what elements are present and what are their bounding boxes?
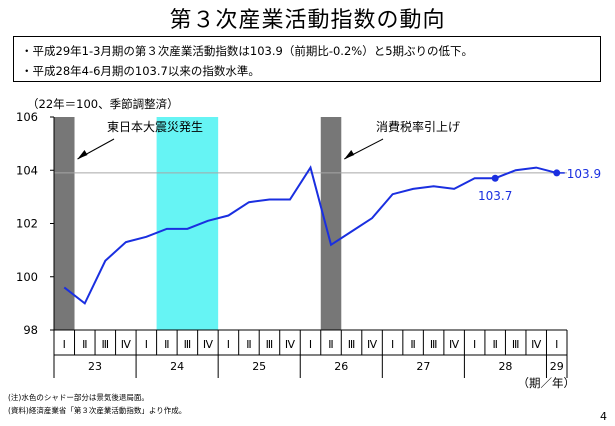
quarter-label: Ⅲ [430,338,438,351]
quarter-label: Ⅱ [328,338,333,351]
quarter-label: Ⅲ [512,338,520,351]
y-tick-label: 98 [23,323,38,337]
quarter-label: Ⅰ [473,338,476,351]
grey-shade [320,117,342,330]
y-tick-label: 106 [16,110,38,124]
page-title: 第３次産業活動指数の動向 [169,8,446,33]
quarter-label: Ⅳ [367,338,378,351]
annotation-label: 消費税率引上げ [376,119,460,134]
y-tick-label: 100 [16,270,38,284]
quarter-label: Ⅱ [82,338,87,351]
quarter-label: Ⅰ [309,338,312,351]
quarter-label: Ⅰ [63,338,66,351]
summary-box: ・平成29年1-3月期の第３次産業活動指数は103.9（前期比-0.2%）と5期… [13,36,601,82]
quarter-label: Ⅰ [391,338,394,351]
year-label: 23 [88,360,102,373]
quarter-label: Ⅰ [227,338,230,351]
annotation-arrowhead [77,150,88,159]
quarter-label: Ⅳ [121,338,132,351]
page-number: 4 [600,410,607,423]
axis-unit-label: （期／年） [518,376,576,390]
data-label: 103.9 [567,167,601,181]
quarter-label: Ⅱ [492,338,497,351]
footnote: (注)水色のシャドー部分は景気後退局面。 [8,393,149,402]
year-label: 25 [252,360,266,373]
year-label: 29 [550,360,564,373]
quarter-label: Ⅱ [410,338,415,351]
year-label: 24 [170,360,184,373]
quarter-label: Ⅰ [555,338,558,351]
series-line [63,165,557,305]
quarter-label: Ⅱ [164,338,169,351]
quarter-label: Ⅲ [348,338,356,351]
quarter-label: Ⅳ [285,338,296,351]
quarter-label: Ⅳ [203,338,214,351]
annotation-arrowhead [344,150,355,159]
quarter-label: Ⅳ [449,338,460,351]
cyan-shade [156,117,219,330]
year-label: 28 [498,360,512,373]
data-label: 103.7 [478,189,512,203]
unit-note: （22年＝100、季節調整済） [27,97,179,111]
y-tick-label: 102 [16,217,38,231]
quarter-label: Ⅲ [102,338,110,351]
data-point [491,174,499,182]
year-label: 27 [416,360,430,373]
quarter-label: Ⅱ [246,338,251,351]
y-tick-label: 104 [16,163,38,177]
quarter-label: Ⅰ [145,338,148,351]
grey-shade [54,117,75,330]
annotation-label: 東日本大震災発生 [107,120,203,134]
quarter-label: Ⅳ [531,338,542,351]
year-label: 26 [334,360,348,373]
footnote: (資料)経済産業省「第３次産業活動指数」より作成。 [8,406,187,415]
quarter-label: Ⅲ [184,338,192,351]
summary-bullet: ・平成28年4-6月期の103.7以来の指数水準。 [21,64,260,78]
quarter-label: Ⅲ [266,338,274,351]
summary-bullet: ・平成29年1-3月期の第３次産業活動指数は103.9（前期比-0.2%）と5期… [21,44,474,58]
